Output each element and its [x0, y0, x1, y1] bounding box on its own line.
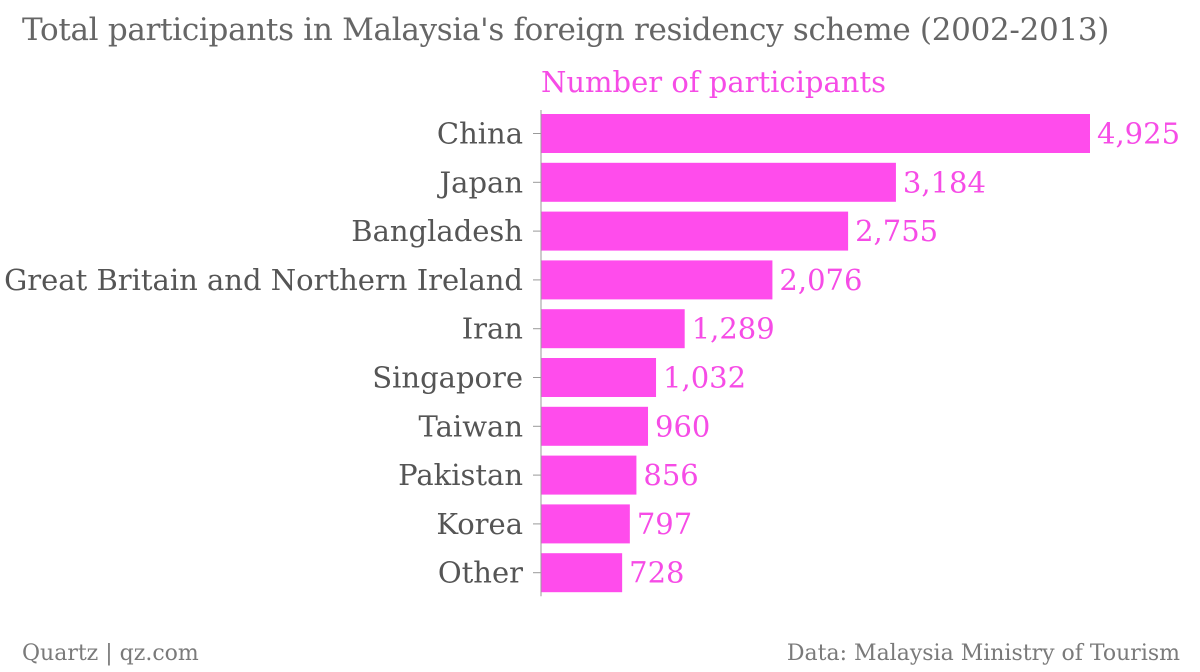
y-axis: China 4,925 Japan 3,184 Bangladesh 2,755 Great…: [4, 110, 1180, 597]
bar-singapore: [541, 358, 657, 397]
bar-taiwan: [541, 406, 649, 446]
value-label: 4,925: [1097, 117, 1180, 151]
bars-layer: [541, 114, 1090, 593]
footer-source: Data: Malaysia Ministry of Tourism: [786, 641, 1180, 666]
category-label: Bangladesh: [351, 214, 523, 248]
category-label: Pakistan: [398, 458, 523, 492]
bar-other: [541, 553, 623, 593]
bar-great-britain-and-northern-ireland: [541, 260, 773, 300]
category-label: Taiwan: [419, 409, 523, 443]
bar-pakistan: [541, 455, 637, 495]
category-label: China: [437, 117, 523, 151]
value-label: 1,032: [663, 361, 746, 395]
value-label: 960: [655, 409, 710, 443]
series-label: Number of participants: [541, 65, 886, 99]
category-label: Iran: [462, 312, 523, 346]
footer-credit: Quartz | qz.com: [22, 641, 199, 666]
value-label: 2,076: [779, 263, 862, 297]
value-label: 1,289: [692, 312, 775, 346]
value-label: 856: [643, 458, 698, 492]
bar-china: [541, 114, 1090, 153]
value-label: 797: [637, 507, 692, 541]
value-label: 728: [629, 556, 684, 590]
category-label: Korea: [436, 507, 523, 541]
category-label: Japan: [437, 165, 523, 199]
value-label: 3,184: [903, 165, 986, 199]
value-label: 2,755: [855, 214, 938, 248]
category-label: Singapore: [372, 361, 523, 395]
category-label: Other: [438, 556, 523, 590]
bar-bangladesh: [541, 211, 849, 251]
bar-korea: [541, 504, 630, 544]
chart-title: Total participants in Malaysia's foreign…: [22, 12, 1110, 48]
bar-japan: [541, 162, 896, 202]
category-label: Great Britain and Northern Ireland: [4, 263, 523, 297]
bar-iran: [541, 309, 685, 349]
